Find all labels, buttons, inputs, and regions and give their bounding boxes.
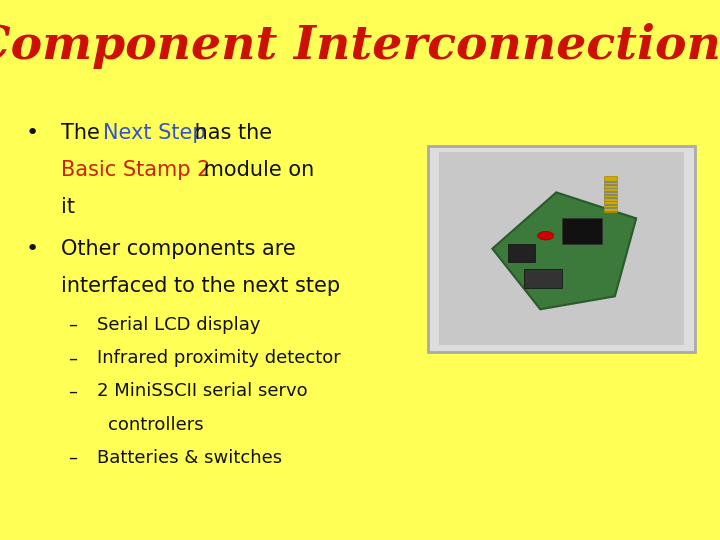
Text: Infrared proximity detector: Infrared proximity detector: [97, 349, 341, 367]
Bar: [604, 184, 617, 186]
Bar: [604, 201, 617, 202]
Text: has the: has the: [188, 123, 272, 143]
Text: interfaced to the next step: interfaced to the next step: [61, 276, 341, 296]
Text: Next Step: Next Step: [103, 123, 206, 143]
Bar: [604, 198, 617, 199]
Text: module on: module on: [197, 160, 314, 180]
Polygon shape: [492, 192, 636, 309]
Bar: [604, 204, 617, 206]
Text: Serial LCD display: Serial LCD display: [97, 316, 261, 334]
Bar: [604, 211, 617, 212]
Bar: [508, 244, 535, 262]
Bar: [562, 218, 602, 244]
Bar: [604, 207, 617, 209]
Text: –: –: [68, 382, 78, 401]
Text: Basic Stamp 2: Basic Stamp 2: [61, 160, 210, 180]
Bar: [604, 191, 617, 193]
Text: it: it: [61, 197, 75, 217]
Text: –: –: [68, 349, 78, 367]
Bar: [439, 152, 684, 345]
Text: Component Interconnections: Component Interconnections: [0, 23, 720, 69]
Bar: [428, 146, 695, 352]
Bar: [604, 187, 617, 189]
Text: •: •: [25, 239, 38, 259]
Text: –: –: [68, 449, 78, 467]
Text: The: The: [61, 123, 107, 143]
Bar: [604, 176, 617, 212]
Ellipse shape: [538, 231, 554, 240]
Text: controllers: controllers: [108, 416, 204, 434]
Text: 2 MiniSSCII serial servo: 2 MiniSSCII serial servo: [97, 382, 308, 401]
Text: Other components are: Other components are: [61, 239, 296, 259]
Bar: [604, 194, 617, 196]
Text: Batteries & switches: Batteries & switches: [97, 449, 282, 467]
Text: •: •: [25, 123, 38, 143]
Bar: [604, 181, 617, 183]
Text: –: –: [68, 316, 78, 334]
Bar: [524, 268, 562, 288]
